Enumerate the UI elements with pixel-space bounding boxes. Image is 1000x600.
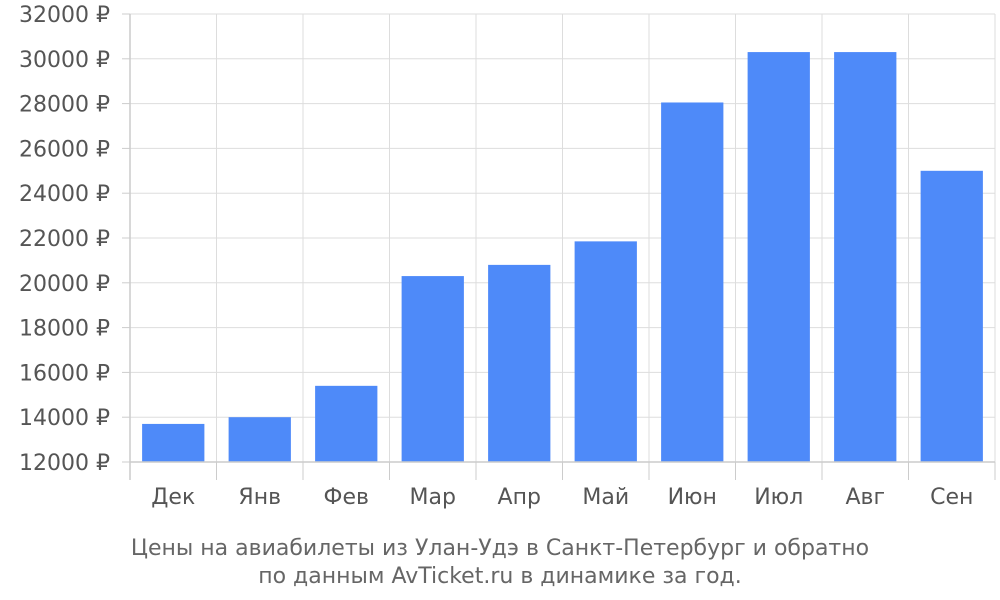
grid-lines [130, 13, 996, 463]
x-tick-label: Май [582, 485, 629, 510]
tick-labels: 12000 ₽ 14000 ₽ 16000 ₽ 18000 ₽ 20000 ₽ 22000… [19, 3, 973, 510]
chart-caption-line-2: по данным AvTicket.ru в динамике за год. [258, 564, 742, 589]
bar-Сен [920, 170, 983, 463]
y-tick-label: 26000 ₽ [19, 137, 110, 162]
x-tick-label: Янв [238, 485, 281, 510]
x-tick-label: Авг [845, 485, 885, 510]
x-tick-label: Фев [324, 485, 369, 510]
bar-Апр [488, 264, 551, 462]
y-tick-label: 16000 ₽ [19, 361, 110, 386]
x-tick-label: Июн [668, 485, 717, 510]
bar-Мар [401, 276, 464, 462]
x-tick-label: Дек [151, 485, 195, 510]
bar-Июл [747, 52, 810, 463]
y-tick-label: 20000 ₽ [19, 272, 110, 297]
bar-Авг [834, 52, 897, 463]
x-tick-label: Апр [498, 485, 541, 510]
y-tick-label: 28000 ₽ [19, 93, 110, 118]
y-tick-label: 14000 ₽ [19, 406, 110, 431]
x-tick-label: Мар [410, 485, 456, 510]
y-tick-label: 32000 ₽ [19, 3, 110, 28]
y-tick-label: 12000 ₽ [19, 451, 110, 476]
chart-caption-line-1: Цены на авиабилеты из Улан-Удэ в Санкт-П… [131, 536, 869, 561]
bar-Фев [315, 385, 378, 462]
axes [122, 13, 996, 480]
bar-Дек [142, 423, 205, 462]
x-tick-label: Июл [754, 485, 803, 510]
y-tick-label: 24000 ₽ [19, 182, 110, 207]
bar-Июн [661, 102, 724, 462]
y-tick-label: 22000 ₽ [19, 227, 110, 252]
bars [142, 52, 983, 463]
bar-Май [574, 241, 637, 462]
bar-Янв [228, 417, 291, 462]
y-tick-label: 18000 ₽ [19, 317, 110, 342]
x-tick-label: Сен [930, 485, 973, 510]
y-tick-label: 30000 ₽ [19, 48, 110, 73]
